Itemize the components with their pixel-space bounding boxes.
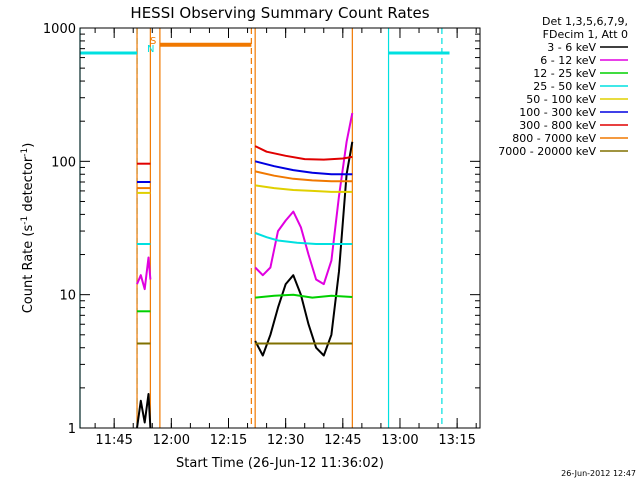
legend-header-line-2: FDecim 1, Att 0 — [543, 28, 628, 41]
legend-label: 7000 - 20000 keV — [498, 145, 596, 158]
x-axis-label: Start Time (26-Jun-12 11:36:02) — [176, 456, 384, 471]
y-tick-label: 100 — [51, 155, 76, 170]
y-axis-label-main: Count Rate (s — [21, 225, 36, 314]
series-line-8 — [254, 170, 353, 183]
series-line-7 — [254, 145, 353, 161]
y-axis-label: Count Rate (s-1 detector-1) — [20, 143, 36, 314]
legend-label: 800 - 7000 keV — [512, 132, 596, 145]
series-line-2 — [136, 256, 152, 291]
x-axis-ticks: 11:45 12:00 12:15 12:30 12:45 13:00 13:15 — [94, 28, 477, 448]
legend-label: 6 - 12 keV — [540, 54, 596, 67]
x-tick-label: 12:45 — [324, 433, 361, 448]
y-axis-label-mid: detector — [21, 156, 36, 216]
legend-label: 12 - 25 keV — [533, 67, 596, 80]
y-tick-label: 1 — [68, 422, 76, 437]
x-tick-label: 12:00 — [153, 433, 190, 448]
legend-header-line-1: Det 1,3,5,6,7,9, — [542, 15, 628, 28]
x-tick-label: 13:15 — [438, 433, 475, 448]
series-line-6 — [254, 160, 353, 176]
series-lines — [136, 42, 354, 429]
flag-label-n: N — [147, 44, 154, 55]
flag-label-s: S — [150, 36, 156, 47]
series-line-4 — [254, 232, 353, 245]
series-line-5 — [255, 184, 353, 193]
legend-label: 3 - 6 keV — [547, 41, 596, 54]
chart-title: HESSI Observing Summary Count Rates — [130, 4, 429, 22]
plot-frame — [79, 27, 481, 429]
series-line-1 — [254, 141, 354, 357]
series-line-1 — [136, 393, 152, 429]
legend-label: 100 - 300 keV — [519, 106, 596, 119]
x-tick-label: 13:00 — [381, 433, 418, 448]
legend-label: 300 - 800 keV — [519, 119, 596, 132]
series-line-3 — [255, 293, 353, 299]
legend: Det 1,3,5,6,7,9, FDecim 1, Att 0 3 - 6 k… — [498, 15, 628, 158]
y-axis-ticks: 1 10 100 1000 — [43, 22, 480, 437]
y-tick-label: 10 — [59, 289, 76, 304]
y-axis-label-sup2: -1 — [20, 148, 30, 157]
footer-date: 26-Jun-2012 12:47 — [561, 469, 636, 478]
series-line-2 — [254, 112, 354, 286]
x-tick-label: 12:15 — [210, 433, 247, 448]
y-axis-label-sup1: -1 — [20, 216, 30, 225]
x-tick-label: 11:45 — [95, 433, 132, 448]
y-axis-label-end: ) — [21, 143, 36, 148]
time-markers — [79, 28, 443, 428]
legend-label: 50 - 100 keV — [526, 93, 596, 106]
x-tick-label: 12:30 — [267, 433, 304, 448]
y-tick-label: 1000 — [43, 22, 76, 37]
legend-label: 25 - 50 keV — [533, 80, 596, 93]
